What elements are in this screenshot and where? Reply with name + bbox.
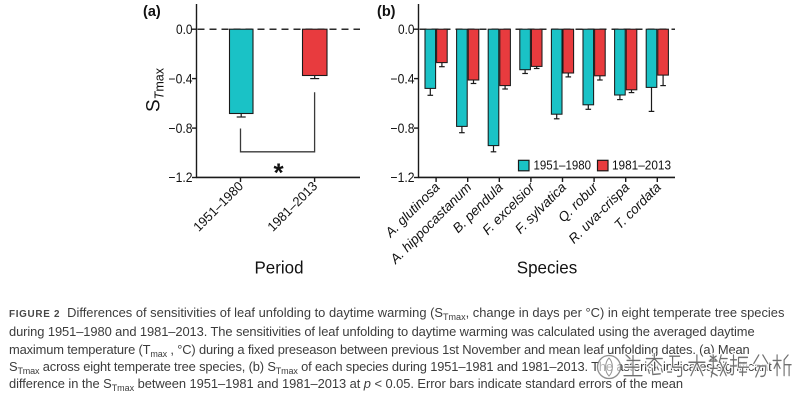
svg-text:1981–2013: 1981–2013 bbox=[612, 158, 671, 173]
svg-text:−1.2: −1.2 bbox=[391, 170, 415, 185]
svg-text:1951–1980: 1951–1980 bbox=[190, 179, 246, 235]
svg-text:0.0: 0.0 bbox=[398, 22, 415, 37]
svg-text:(b): (b) bbox=[377, 4, 396, 20]
svg-text:−0.8: −0.8 bbox=[391, 121, 415, 136]
svg-text:(a): (a) bbox=[143, 4, 161, 20]
svg-text:−1.2: −1.2 bbox=[169, 170, 193, 185]
svg-text:Period: Period bbox=[255, 258, 304, 278]
svg-text:−0.4: −0.4 bbox=[169, 71, 193, 86]
svg-text:−0.4: −0.4 bbox=[391, 71, 415, 86]
svg-text:0.0: 0.0 bbox=[176, 22, 193, 37]
svg-text:*: * bbox=[273, 158, 284, 188]
svg-text:Species: Species bbox=[517, 258, 578, 278]
svg-text:−0.8: −0.8 bbox=[169, 121, 193, 136]
svg-text:STmax: STmax bbox=[144, 67, 167, 112]
svg-text:1951–1980: 1951–1980 bbox=[534, 158, 592, 173]
